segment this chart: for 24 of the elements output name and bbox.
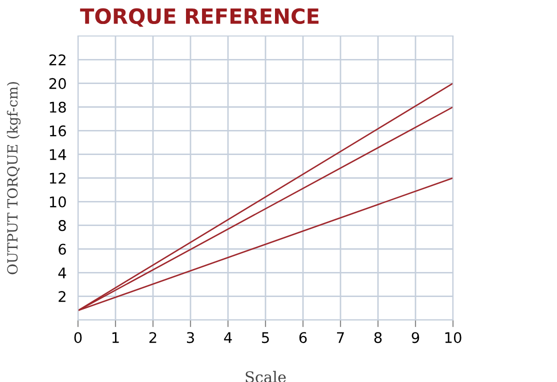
x-tick-label: 0 [74, 332, 82, 344]
y-tick-label: 22 [49, 54, 66, 66]
y-tick-label: 16 [50, 125, 66, 136]
x-tick-label: 10 [445, 332, 462, 344]
y-tick-label: 6 [58, 244, 66, 255]
x-tick-label: 4 [224, 332, 232, 343]
chart-title: TORQUE REFERENCE [80, 8, 319, 27]
x-tick-label: 3 [186, 332, 194, 344]
y-tick-label: 4 [58, 268, 66, 278]
x-tick-label: 9 [412, 332, 420, 344]
y-tick-label: 14 [50, 149, 66, 160]
x-tick-label: 1 [112, 332, 119, 343]
x-tick-label: 5 [262, 332, 269, 344]
y-tick-label: 12 [50, 172, 66, 184]
x-tick-label: 6 [299, 332, 307, 344]
y-tick-label: 18 [50, 102, 66, 113]
y-tick-label: 10 [50, 196, 66, 208]
y-tick-label: 8 [58, 220, 66, 232]
y-tick-label: 20 [49, 78, 66, 90]
y-axis-title: OUTPUT TORQUE (kgf-cm) [6, 82, 21, 274]
x-tick-label: 2 [149, 332, 156, 343]
x-tick-label: 7 [337, 332, 344, 343]
y-tick-label: 2 [58, 291, 66, 302]
x-tick-label: 8 [374, 332, 382, 344]
